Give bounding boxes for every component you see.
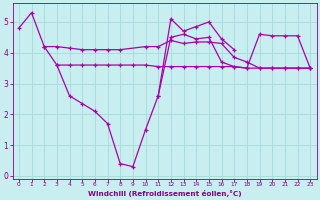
X-axis label: Windchill (Refroidissement éolien,°C): Windchill (Refroidissement éolien,°C): [88, 190, 241, 197]
